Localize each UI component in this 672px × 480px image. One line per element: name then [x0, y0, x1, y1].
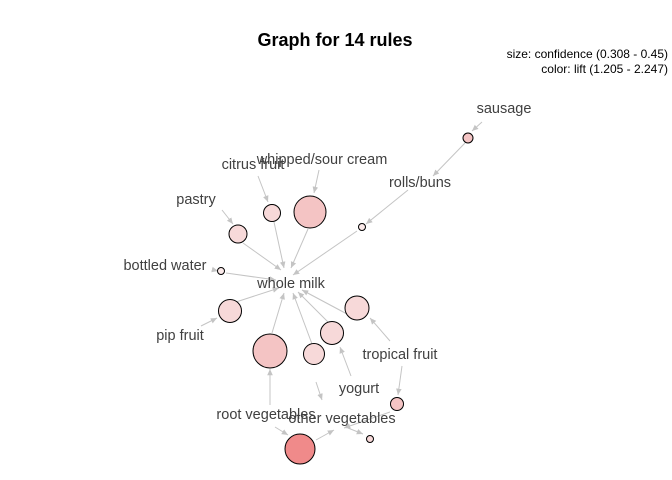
rule-node-5[interactable]: [228, 224, 248, 244]
edge-rollsbuns-rule: [365, 189, 409, 225]
rule-node-4[interactable]: [263, 204, 281, 222]
edge-rule-wholemilk-1: [292, 230, 358, 276]
edge-rule-wholemilk-8: [292, 292, 313, 345]
edge-rule-wholemilk-7: [271, 292, 285, 334]
label-sausage[interactable]: sausage: [477, 101, 532, 117]
edge-pipfruit-rule: [200, 317, 218, 327]
item-labels: sausage rolls/buns citrus fruit whipped/…: [123, 101, 531, 427]
edge-otherveg-rule: [347, 427, 364, 435]
edge-rule-wholemilk-5: [225, 272, 277, 282]
legend-size: size: confidence (0.308 - 0.45): [507, 47, 668, 61]
rule-node-6[interactable]: [217, 267, 225, 275]
edge-rule-otherveg: [315, 381, 323, 401]
label-tropical-fruit[interactable]: tropical fruit: [363, 347, 438, 363]
label-whipped-sour-cream[interactable]: whipped/sour cream: [256, 152, 388, 168]
edge-rule-otherveg-3: [315, 429, 335, 441]
edge-rule-wholemilk-2: [242, 242, 282, 271]
rule-node-1[interactable]: [462, 132, 474, 144]
rule-node-13[interactable]: [366, 435, 374, 443]
graph-title: Graph for 14 rules: [257, 30, 412, 50]
label-whole-milk[interactable]: whole milk: [256, 276, 325, 292]
edge-rule-rollsbuns: [432, 142, 466, 177]
edge-rule-wholemilk-6: [235, 287, 280, 303]
edge-rule-otherveg-2: [343, 411, 391, 429]
edge-citrus-rule: [257, 175, 269, 203]
rule-node-2[interactable]: [358, 223, 366, 231]
label-other-vegetables[interactable]: other vegetables: [288, 411, 395, 427]
rule-node-3[interactable]: [293, 195, 327, 229]
rule-node-12[interactable]: [390, 397, 404, 411]
edge-tropical-rule-2: [396, 365, 403, 396]
rule-node-9[interactable]: [303, 343, 325, 365]
rule-nodes: [217, 132, 474, 465]
edge-rule-wholemilk-3: [273, 221, 286, 269]
label-root-vegetables[interactable]: root vegetables: [216, 407, 315, 423]
edges: [200, 121, 483, 441]
label-citrus-fruit[interactable]: citrus fruit: [222, 157, 285, 173]
label-rolls-buns[interactable]: rolls/buns: [389, 175, 451, 191]
label-yogurt[interactable]: yogurt: [339, 381, 379, 397]
edge-rule-wholemilk-9: [297, 291, 329, 323]
edge-rule-wholemilk-4: [290, 228, 309, 269]
edge-yogurt-rule: [339, 346, 352, 377]
edge-pastry-rule: [221, 209, 234, 225]
rule-node-7[interactable]: [218, 299, 242, 323]
edge-rule-wholemilk-10: [301, 289, 348, 315]
rule-node-11[interactable]: [344, 295, 370, 321]
label-pip-fruit[interactable]: pip fruit: [156, 328, 204, 344]
rule-node-14[interactable]: [284, 433, 316, 465]
edge-tropical-rule: [369, 317, 391, 342]
label-pastry[interactable]: pastry: [176, 192, 216, 208]
edge-rootveg-rule-2: [274, 426, 289, 436]
rule-node-8[interactable]: [252, 333, 288, 369]
edge-sausage-rule: [471, 121, 483, 132]
legend-color: color: lift (1.205 - 2.247): [541, 62, 668, 76]
rule-node-10[interactable]: [320, 321, 344, 345]
edge-whipped-rule: [312, 169, 320, 194]
label-bottled-water[interactable]: bottled water: [123, 258, 206, 274]
